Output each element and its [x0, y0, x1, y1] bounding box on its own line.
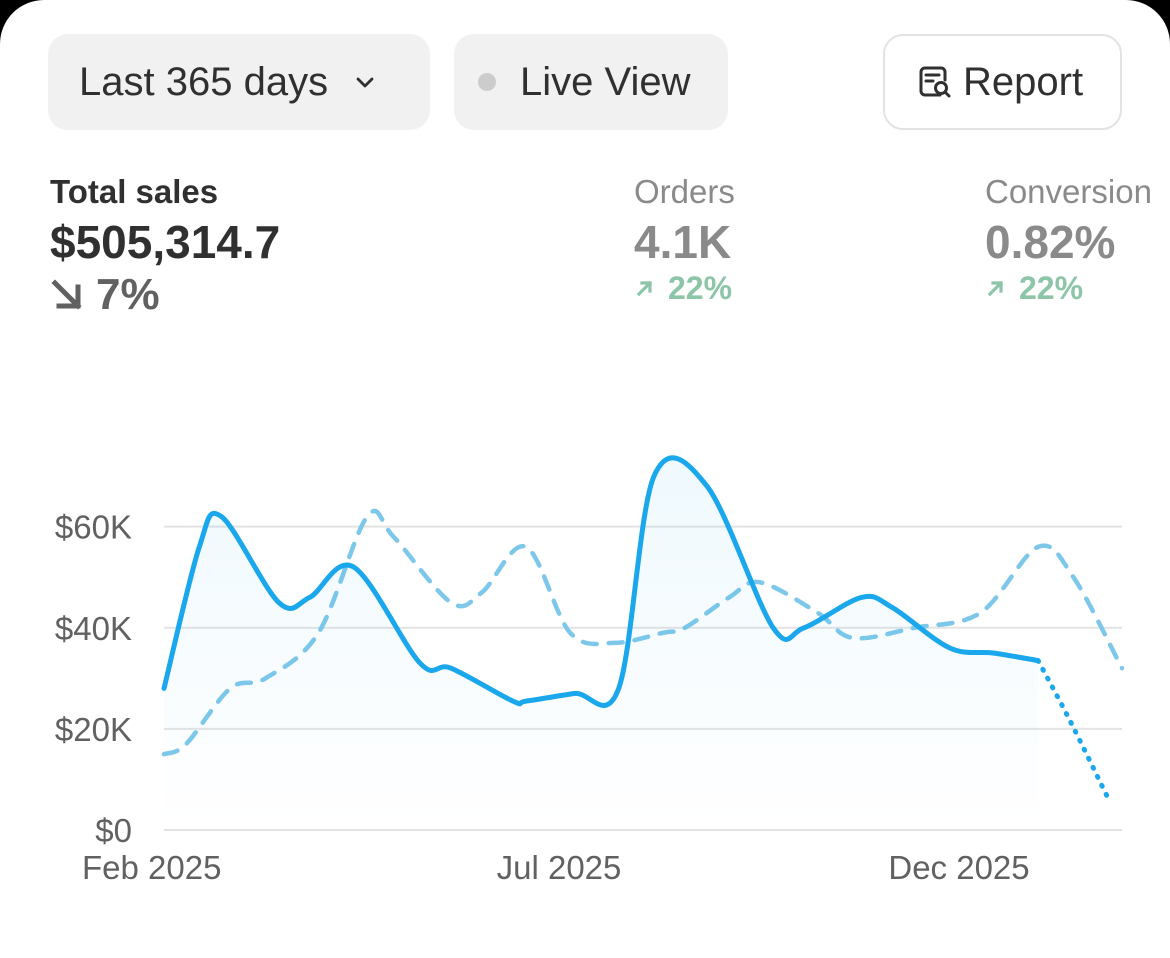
report-search-icon [919, 66, 951, 98]
y-tick-label: $0 [95, 812, 132, 849]
metric-change: 7% [50, 270, 280, 320]
metric-label: Conversion [985, 173, 1152, 210]
x-tick-label: Dec 2025 [888, 849, 1029, 886]
metric-value: $505,314.7 [50, 216, 281, 268]
report-label: Report [963, 59, 1084, 104]
live-view-button[interactable]: Live View [454, 34, 728, 130]
date-range-label: Last 365 days [79, 59, 329, 104]
metric-total-sales[interactable]: Total sales $505,314.7 7% [50, 172, 280, 320]
series-line-dotted [1035, 658, 1112, 803]
metric-orders[interactable]: Orders 4.1K 22% [634, 172, 735, 306]
date-range-button[interactable]: Last 365 days [48, 34, 430, 130]
y-tick-label: $20K [55, 711, 132, 748]
series-area [164, 457, 1039, 830]
metric-label: Orders [634, 173, 735, 210]
metric-conversion[interactable]: Conversion 0.82% 22% [985, 172, 1152, 306]
arrow-down-right-icon [51, 279, 82, 310]
live-view-label: Live View [520, 59, 691, 104]
status-dot-icon [478, 73, 496, 91]
metric-change: 22% [985, 270, 1152, 306]
metric-change: 22% [634, 270, 735, 306]
y-tick-label: $60K [55, 509, 132, 546]
series-line-solid [161, 455, 1041, 708]
y-tick-label: $40K [55, 610, 132, 647]
x-tick-label: Feb 2025 [82, 849, 221, 886]
metric-change-text: 22% [1019, 270, 1084, 306]
metric-value: 0.82% [985, 216, 1116, 268]
arrow-up-right-icon [987, 280, 1004, 297]
metric-label: Total sales [50, 173, 219, 210]
arrow-up-right-icon [636, 280, 653, 297]
x-tick-label: Jul 2025 [497, 849, 622, 886]
chevron-down-icon [356, 77, 374, 88]
metric-change-text: 22% [668, 270, 733, 306]
report-button[interactable]: Report [883, 34, 1122, 130]
metric-value: 4.1K [634, 216, 732, 268]
metric-change-text: 7% [96, 270, 160, 319]
